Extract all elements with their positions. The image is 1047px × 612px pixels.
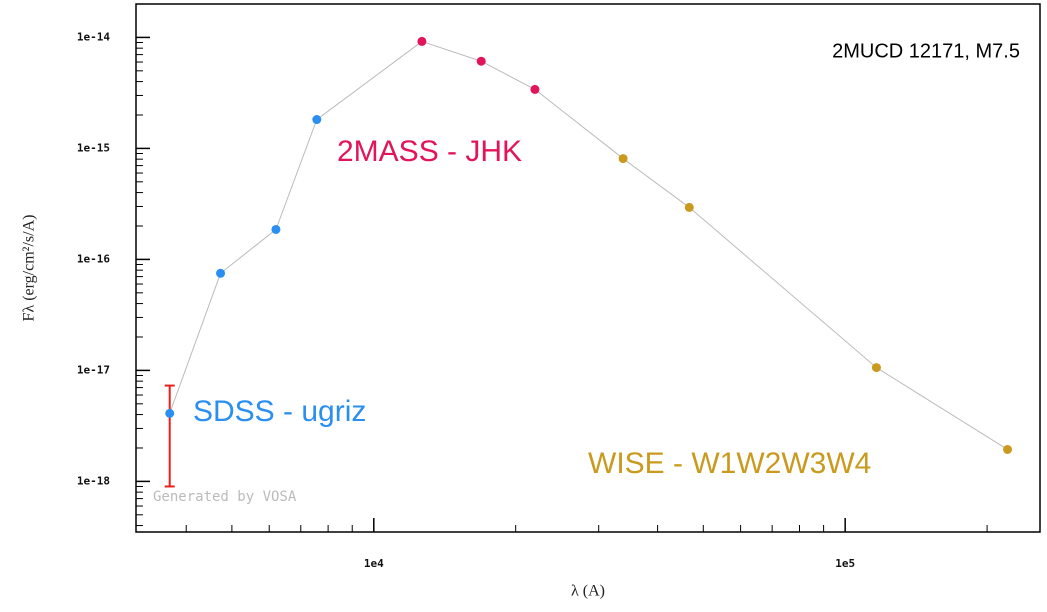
- y-tick-label: 1e-18: [77, 474, 110, 487]
- sed-line: [169, 119, 318, 414]
- data-point: [618, 154, 628, 164]
- y-axis-label: Fλ (erg/cm²/s/A): [21, 215, 38, 322]
- data-point: [476, 56, 486, 66]
- data-point: [684, 202, 694, 212]
- plot-frame: [135, 3, 1041, 533]
- x-tick-label: 1e4: [364, 557, 384, 570]
- y-tick-label: 1e-15: [77, 141, 110, 154]
- series-label: WISE - W1W2W3W4: [588, 447, 871, 480]
- data-point: [417, 36, 427, 46]
- data-point: [1003, 444, 1013, 454]
- watermark: Generated by VOSA: [153, 489, 297, 505]
- data-point: [530, 84, 540, 94]
- data-point: [871, 363, 881, 373]
- data-point: [216, 268, 226, 278]
- sed-line: [622, 158, 1008, 450]
- x-axis-label: λ (A): [571, 583, 605, 600]
- x-tick-label: 1e5: [835, 557, 855, 570]
- series-label: SDSS - ugriz: [193, 395, 366, 428]
- sed-line-link: [534, 89, 624, 159]
- y-tick-label: 1e-16: [77, 252, 110, 265]
- data-point: [312, 115, 322, 125]
- sed-line-link: [316, 41, 423, 120]
- data-point: [271, 224, 281, 234]
- data-point: [165, 408, 175, 418]
- y-tick-label: 1e-17: [77, 363, 110, 376]
- chart-title: 2MUCD 12171, M7.5: [832, 40, 1020, 62]
- sed-line: [421, 40, 536, 90]
- y-tick-label: 1e-14: [77, 30, 110, 43]
- error-bar: [164, 384, 175, 488]
- series-label: 2MASS - JHK: [337, 135, 522, 168]
